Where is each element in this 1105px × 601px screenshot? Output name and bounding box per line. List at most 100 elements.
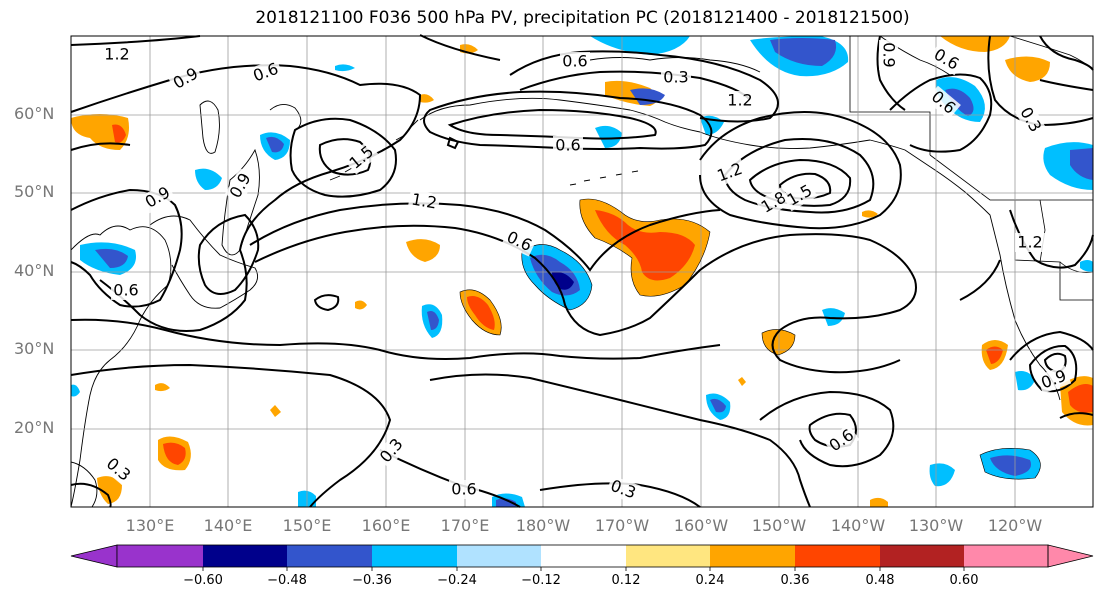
contour-label: 0.6 xyxy=(560,52,590,71)
lat-label: 20°N xyxy=(14,418,55,437)
colorbar-tick-label: −0.48 xyxy=(267,573,307,588)
lon-label: 120°W xyxy=(987,516,1043,535)
precip-blob xyxy=(1080,260,1093,272)
lon-label: 170°W xyxy=(594,516,650,535)
precip-blob xyxy=(163,442,186,465)
lon-label: 160°E xyxy=(361,516,411,535)
precip-blob xyxy=(71,114,129,150)
colorbar-ticks xyxy=(202,567,965,571)
lon-label: 140°E xyxy=(203,516,253,535)
svg-text:1.2: 1.2 xyxy=(410,189,438,212)
contour-label: 1.2 xyxy=(1015,233,1045,252)
precip-blob xyxy=(97,476,122,504)
precip-blob xyxy=(355,300,367,310)
precip-blob xyxy=(195,168,222,190)
lon-label: 130°W xyxy=(908,516,964,535)
precip-blob xyxy=(406,239,440,262)
precip-blob xyxy=(496,498,516,507)
svg-text:0.9: 0.9 xyxy=(880,42,899,67)
precip-blob xyxy=(945,88,974,116)
precip-blob xyxy=(420,94,434,103)
colorbar-tick-label: −0.12 xyxy=(521,573,561,588)
lat-label: 30°N xyxy=(14,339,55,358)
colorbar-segment xyxy=(287,545,372,567)
contour-label: 0.6 xyxy=(553,136,583,155)
colorbar-segment xyxy=(117,545,203,567)
colorbar xyxy=(70,544,1094,571)
precip-blob xyxy=(1068,384,1093,413)
precip-outlines xyxy=(459,198,1041,480)
colorbar-segment xyxy=(203,545,287,567)
colorbar-tick-label: 0.48 xyxy=(865,573,895,588)
precip-blob xyxy=(940,36,1010,52)
contour-label: 0.6 xyxy=(111,281,141,300)
precip-blob xyxy=(822,308,845,326)
contour-label: 1.2 xyxy=(102,45,132,64)
colorbar-cap-low xyxy=(70,544,118,568)
precip-blob xyxy=(590,36,690,55)
contour-label: 0.6 xyxy=(449,480,479,499)
precip-blob xyxy=(1070,148,1093,180)
svg-text:0.6: 0.6 xyxy=(451,480,476,499)
colorbar-tick-label: −0.60 xyxy=(183,573,223,588)
precip-blob xyxy=(266,136,284,153)
precip-blob xyxy=(112,124,126,143)
contour-label: 0.9 xyxy=(879,40,899,70)
colorbar-tick-label: 0.60 xyxy=(949,573,979,588)
lon-label: 130°E xyxy=(125,516,175,535)
colorbar-tick-label: −0.36 xyxy=(352,573,392,588)
colorbar-segment xyxy=(710,545,795,567)
svg-text:1.2: 1.2 xyxy=(104,45,129,64)
lon-label: 180°W xyxy=(515,516,571,535)
precip-blob xyxy=(1015,371,1035,391)
colorbar-segment xyxy=(626,545,710,567)
colorbar-segment xyxy=(541,545,626,567)
contour-labels: 1.20.9 0.6 0.60.31.21.5 0.61.21.20.9 1.81.50… xyxy=(100,40,1072,504)
svg-text:0.6: 0.6 xyxy=(113,281,138,300)
precip-blob xyxy=(738,377,746,386)
svg-text:0.6: 0.6 xyxy=(562,52,587,71)
precip-blob xyxy=(335,64,355,72)
precip-blob xyxy=(770,38,837,66)
lat-label: 50°N xyxy=(14,182,55,201)
lat-label: 60°N xyxy=(14,104,55,123)
svg-text:1.2: 1.2 xyxy=(1017,233,1042,252)
precip-blob xyxy=(990,455,1031,476)
colorbar-tick-label: 0.12 xyxy=(611,573,641,588)
precip-blob xyxy=(710,398,726,413)
colorbar-segment xyxy=(964,545,1048,567)
precip-blob xyxy=(270,405,281,417)
colorbar-segment xyxy=(457,545,541,567)
svg-text:0.3: 0.3 xyxy=(663,68,688,87)
colorbar-frame xyxy=(116,544,1049,568)
contour-label: 0.3 xyxy=(661,68,691,87)
colorbar-tick-label: 0.24 xyxy=(695,573,725,588)
lon-label: 170°E xyxy=(440,516,490,535)
precip-blob xyxy=(155,383,170,392)
precip-blob xyxy=(427,311,439,330)
precip-blob xyxy=(467,296,495,330)
lon-label: 150°W xyxy=(751,516,807,535)
lat-label: 40°N xyxy=(14,261,55,280)
precip-blob xyxy=(762,329,795,355)
precip-blob xyxy=(870,497,888,507)
precip-blob xyxy=(595,125,622,148)
colorbar-segment xyxy=(795,545,880,567)
contour-label: 1.2 xyxy=(725,91,755,110)
lon-label: 140°W xyxy=(830,516,886,535)
map-title: 2018121100 F036 500 hPa PV, precipitatio… xyxy=(255,8,910,28)
precip-blob xyxy=(71,384,80,397)
precip-blob xyxy=(1005,56,1050,82)
colorbar-cap-high xyxy=(1047,544,1094,568)
precip-blob xyxy=(95,248,128,268)
colorbar-segment xyxy=(880,545,964,567)
lon-label: 150°E xyxy=(282,516,332,535)
colorbar-segment xyxy=(372,545,457,567)
contour-label: 0.9 xyxy=(1036,365,1072,394)
precip-anomaly-fills xyxy=(71,36,1093,507)
colorbar-tick-label: 0.36 xyxy=(780,573,810,588)
precip-blob xyxy=(595,210,695,281)
lon-label: 160°W xyxy=(673,516,729,535)
colorbar-tick-label: −0.24 xyxy=(437,573,477,588)
